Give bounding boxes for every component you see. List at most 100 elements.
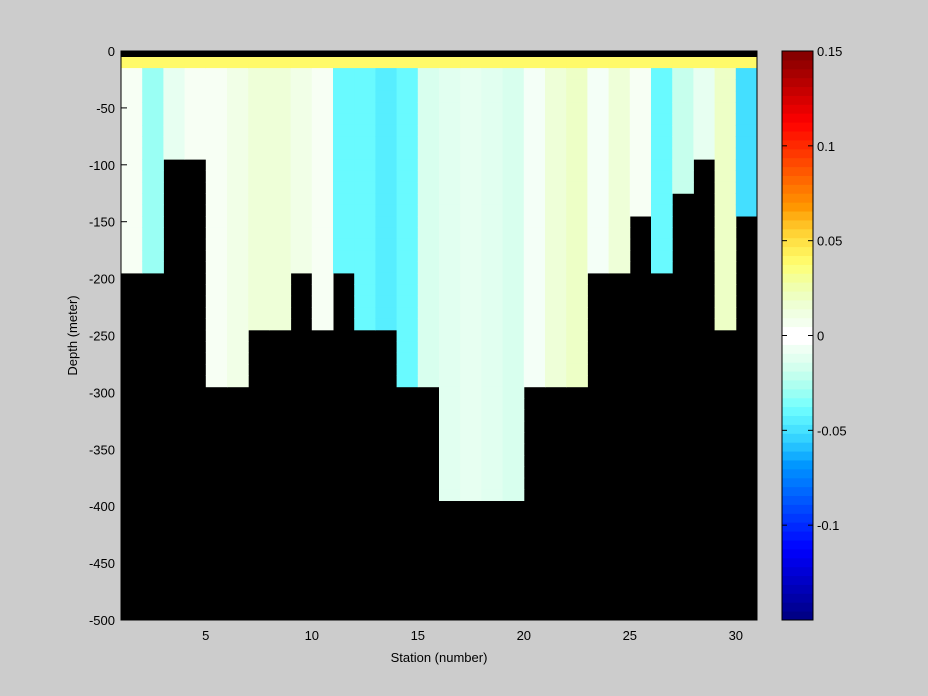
heatmap-cell — [439, 90, 461, 103]
heatmap-cell — [227, 68, 249, 80]
heatmap-cell — [248, 102, 270, 115]
heatmap-cell — [354, 272, 376, 285]
heatmap-cell — [227, 375, 249, 388]
heatmap-cell — [227, 216, 249, 228]
colorbar-segment — [782, 388, 813, 399]
heatmap-cell — [396, 170, 419, 183]
heatmap-cell — [396, 261, 419, 274]
heatmap-cell — [417, 363, 440, 376]
heatmap-cell — [481, 250, 504, 263]
heatmap-cell — [439, 295, 461, 308]
heatmap-cell — [396, 227, 419, 240]
heatmap-cell — [333, 57, 355, 69]
heatmap-cell — [672, 68, 694, 80]
heatmap-cell — [354, 238, 376, 251]
heatmap-cell — [566, 375, 588, 388]
colorbar-segment — [782, 548, 813, 559]
heatmap-cell — [142, 159, 164, 171]
colorbar-segment — [782, 397, 813, 408]
heatmap-cell — [545, 90, 567, 103]
heatmap-cell — [672, 170, 694, 183]
heatmap-cell — [608, 79, 631, 92]
heatmap-cell — [205, 113, 228, 126]
heatmap-cell — [545, 68, 567, 80]
heatmap-cell — [587, 68, 610, 80]
heatmap-cell — [608, 124, 631, 137]
heatmap-cell — [121, 204, 143, 217]
heatmap-cell — [269, 170, 292, 183]
heatmap-cell — [460, 181, 482, 194]
heatmap-cell — [439, 454, 461, 467]
heatmap-cell — [439, 147, 461, 160]
heatmap-cell — [502, 124, 525, 137]
heatmap-cell — [333, 170, 355, 183]
heatmap-cell — [502, 238, 525, 251]
heatmap-cell — [142, 147, 164, 160]
x-tick-label: 15 — [411, 628, 425, 643]
heatmap-cell — [523, 159, 546, 171]
y-axis-label: Depth (meter) — [65, 295, 80, 375]
heatmap-cell — [502, 375, 525, 388]
heatmap-cell — [439, 227, 461, 240]
heatmap-cell — [608, 181, 631, 194]
heatmap-cell — [184, 102, 207, 115]
heatmap-cell — [481, 227, 504, 240]
heatmap-cell — [227, 170, 249, 183]
heatmap-cell — [523, 113, 546, 126]
heatmap-cell — [502, 489, 525, 502]
heatmap-cell — [502, 307, 525, 319]
heatmap-cell — [735, 57, 758, 69]
heatmap-cell — [417, 295, 440, 308]
heatmap-cell — [481, 329, 504, 342]
heatmap-cell — [142, 68, 164, 80]
heatmap-cell — [523, 124, 546, 137]
colorbar-segment — [782, 335, 813, 345]
heatmap-cell — [227, 307, 249, 319]
heatmap-cell — [608, 136, 631, 149]
heatmap-cell — [587, 204, 610, 217]
heatmap-cell — [163, 79, 186, 92]
heatmap-cell — [545, 113, 567, 126]
heatmap-cell — [396, 68, 419, 80]
heatmap-cell — [651, 124, 673, 137]
heatmap-cell — [523, 261, 546, 274]
heatmap-cell — [587, 136, 610, 149]
heatmap-cell — [502, 477, 525, 490]
heatmap-cell — [205, 261, 228, 274]
heatmap-cell — [714, 250, 737, 263]
colorbar-segment — [782, 611, 813, 621]
heatmap-cell — [439, 57, 461, 69]
heatmap-cell — [566, 102, 588, 115]
heatmap-cell — [333, 181, 355, 194]
heatmap-cell — [227, 272, 249, 285]
heatmap-cell — [481, 216, 504, 228]
heatmap-cell — [333, 227, 355, 240]
heatmap-cell — [460, 329, 482, 342]
heatmap-cell — [502, 409, 525, 422]
colorbar-tick-label: 0.05 — [817, 234, 842, 249]
heatmap-cell — [311, 90, 334, 103]
heatmap-cell — [396, 250, 419, 263]
heatmap-cell — [311, 102, 334, 115]
heatmap-cell — [566, 216, 588, 228]
heatmap-cell — [545, 227, 567, 240]
heatmap-cell — [375, 295, 398, 308]
heatmap-cell — [566, 318, 588, 331]
heatmap-cell — [545, 375, 567, 388]
heatmap-cell — [545, 147, 567, 160]
heatmap-cell — [184, 136, 207, 149]
heatmap-cell — [205, 193, 228, 206]
colorbar-segment — [782, 184, 813, 194]
heatmap-cell — [290, 68, 313, 80]
heatmap-cell — [417, 193, 440, 206]
heatmap-cell — [333, 68, 355, 80]
heatmap-cell — [311, 170, 334, 183]
heatmap-cell — [439, 420, 461, 433]
heatmap-cell — [481, 79, 504, 92]
heatmap-cell — [439, 250, 461, 263]
heatmap-cell — [735, 102, 758, 115]
heatmap-cell — [375, 250, 398, 263]
heatmap-cell — [417, 147, 440, 160]
colorbar-tick-label: -0.05 — [817, 423, 847, 438]
